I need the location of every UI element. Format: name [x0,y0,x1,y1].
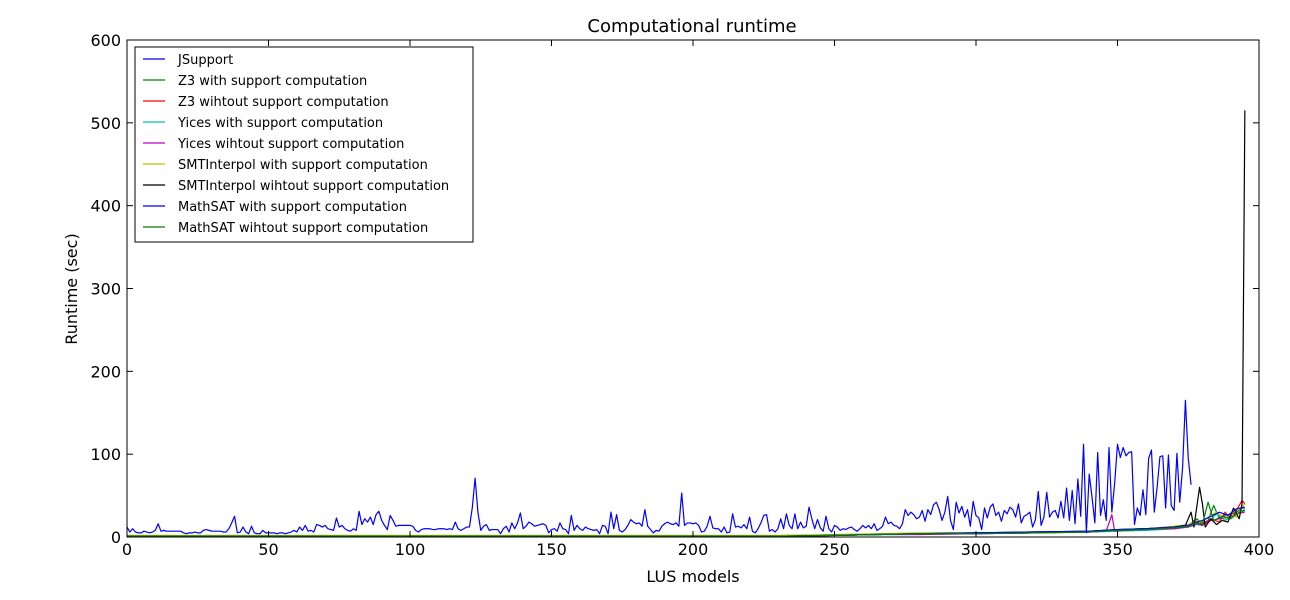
x-tick-label: 150 [536,540,567,559]
y-tick-label: 500 [90,114,121,133]
legend-box [134,46,474,243]
legend-entry-label: SMTInterpol wihtout support computation [178,179,449,194]
y-tick-label: 100 [90,445,121,464]
y-tick-label: 200 [90,362,121,381]
series-line-8 [127,501,1246,537]
y-tick-label: 0 [111,528,121,547]
x-tick-label: 0 [122,540,132,559]
chart-title: Computational runtime [587,16,796,37]
x-axis-label: LUS models [646,567,739,586]
y-tick-label: 400 [90,197,121,216]
series-line-0 [127,399,1192,535]
y-axis-label: Runtime (sec) [62,233,81,344]
x-tick-label: 50 [258,540,278,559]
axis-ticks: 0 50 100 150 200 250 300 350 400 0 100 200 300 400 500… [90,31,1274,559]
legend-entry-label: Z3 wihtout support computation [178,95,389,110]
x-tick-label: 100 [395,540,426,559]
legend-entry-label: MathSAT wihtout support computation [178,221,428,236]
legend-entry-label: Yices wihtout support computation [177,137,404,152]
x-tick-label: 350 [1102,540,1133,559]
legend: JSupport Z3 with support computation Z3 wi… [134,46,474,243]
y-tick-label: 600 [90,31,121,50]
legend-entry-label: MathSAT with support computation [178,200,407,215]
legend-entry-label: Z3 with support computation [178,74,367,89]
legend-entry-label: SMTInterpol with support computation [178,158,428,173]
x-tick-label: 250 [819,540,850,559]
x-tick-label: 400 [1244,540,1275,559]
x-tick-label: 300 [961,540,992,559]
y-tick-label: 300 [90,280,121,299]
x-tick-label: 200 [678,540,709,559]
legend-entry-label: Yices with support computation [177,116,383,131]
legend-entry-label: JSupport [177,53,233,68]
